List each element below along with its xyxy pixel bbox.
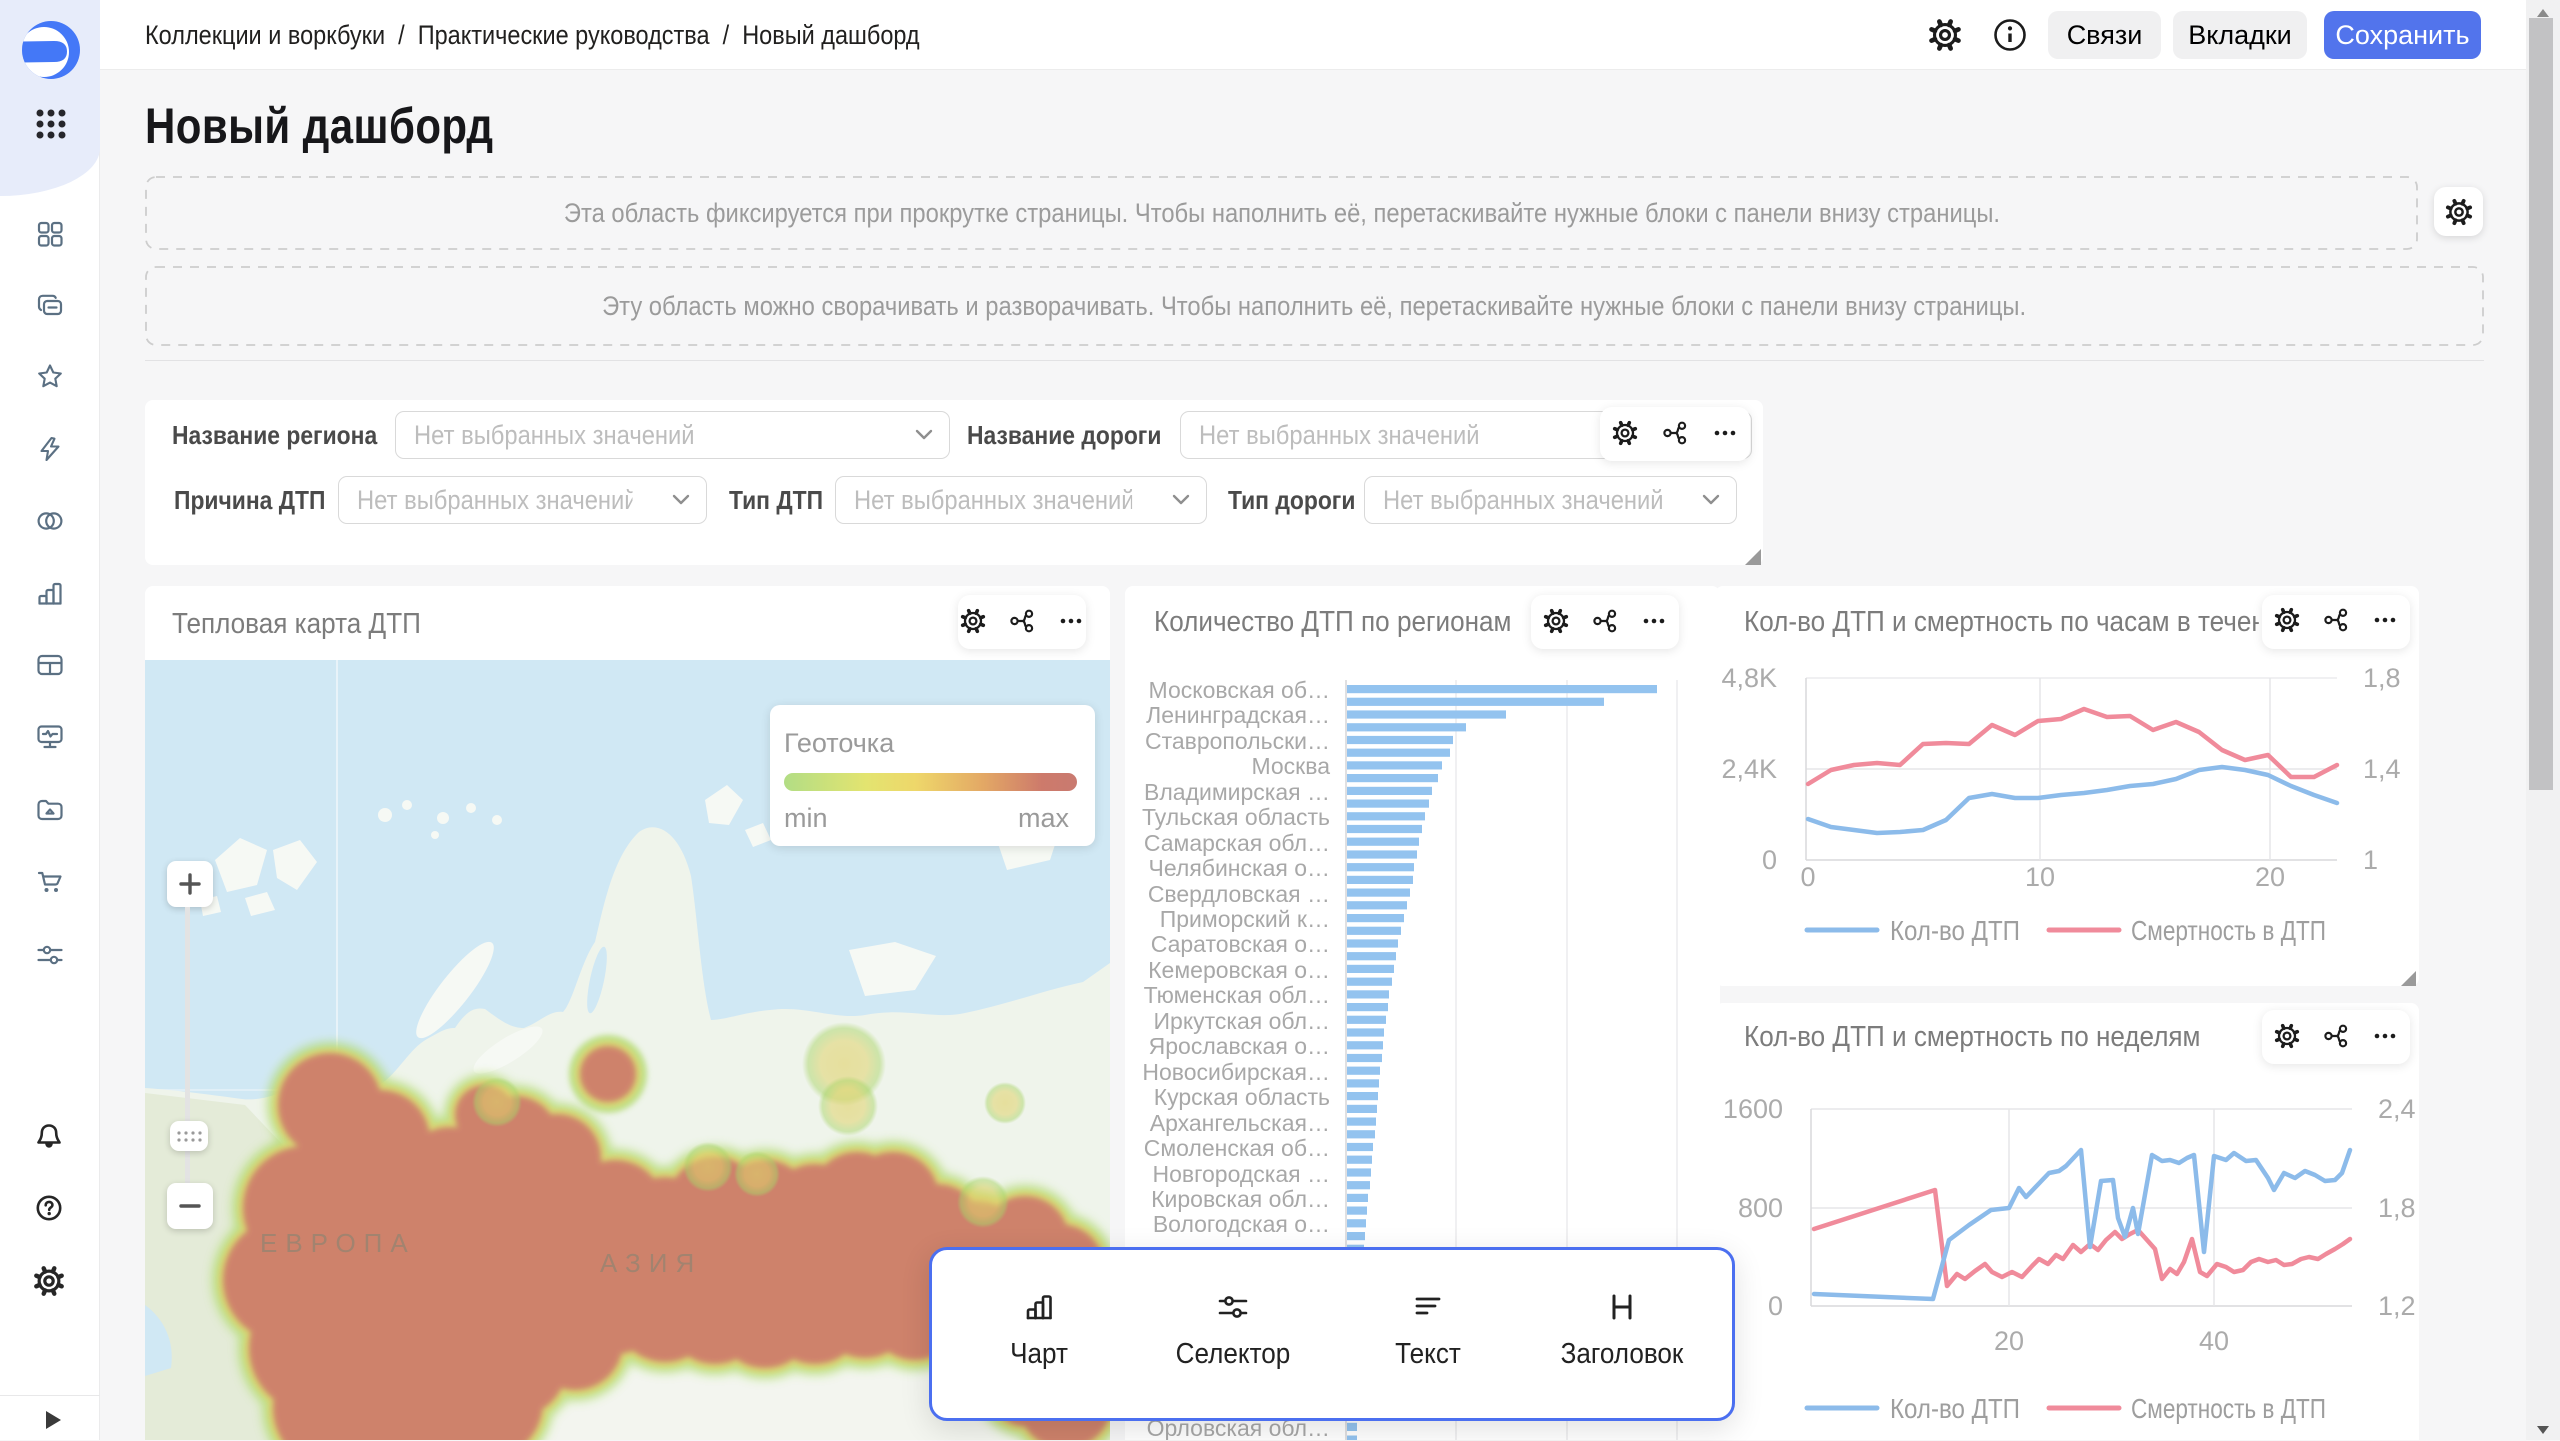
svg-text:Московская об…: Московская об… <box>1149 677 1330 703</box>
svg-text:Кол-во ДТП: Кол-во ДТП <box>1890 1393 2020 1424</box>
svg-text:Самарская обл…: Самарская обл… <box>1144 830 1330 856</box>
svg-text:Ленинградская…: Ленинградская… <box>1146 702 1330 728</box>
svg-text:4,8K: 4,8K <box>1721 663 1777 693</box>
svg-text:Ярославская о…: Ярославская о… <box>1149 1033 1330 1059</box>
svg-text:Тульская область: Тульская область <box>1142 804 1330 830</box>
svg-text:1: 1 <box>2363 845 2378 875</box>
svg-text:0: 0 <box>1768 1291 1783 1321</box>
svg-text:Иркутская обл…: Иркутская обл… <box>1154 1008 1330 1034</box>
svg-text:Кемеровская о…: Кемеровская о… <box>1148 957 1330 983</box>
svg-text:1600: 1600 <box>1723 1094 1783 1124</box>
svg-text:Свердловская …: Свердловская … <box>1148 881 1330 907</box>
svg-text:Вологодская о…: Вологодская о… <box>1153 1211 1330 1237</box>
svg-text:Новгородская …: Новгородская … <box>1153 1161 1331 1187</box>
svg-text:ЕВРОПА: ЕВРОПА <box>260 1228 416 1258</box>
svg-text:0: 0 <box>1800 862 1815 892</box>
svg-text:Владимирская …: Владимирская … <box>1144 779 1330 805</box>
svg-text:20: 20 <box>2255 862 2285 892</box>
svg-text:1,4: 1,4 <box>2363 754 2401 784</box>
svg-text:Новосибирская…: Новосибирская… <box>1142 1059 1330 1085</box>
svg-text:Тюменская обл…: Тюменская обл… <box>1144 982 1330 1008</box>
svg-text:Ставропольски…: Ставропольски… <box>1145 728 1330 754</box>
svg-text:800: 800 <box>1738 1193 1783 1223</box>
svg-text:Смертность в ДТП: Смертность в ДТП <box>2131 915 2326 946</box>
svg-text:20: 20 <box>1994 1326 2024 1356</box>
svg-text:2,4K: 2,4K <box>1721 754 1777 784</box>
svg-text:40: 40 <box>2199 1326 2229 1356</box>
svg-text:Смоленская об…: Смоленская об… <box>1144 1135 1330 1161</box>
svg-text:Архангельская…: Архангельская… <box>1150 1110 1330 1136</box>
svg-text:1,8: 1,8 <box>2378 1193 2416 1223</box>
svg-text:Курская область: Курская область <box>1154 1084 1330 1110</box>
svg-text:Кол-во ДТП: Кол-во ДТП <box>1890 915 2020 946</box>
svg-text:1,2: 1,2 <box>2378 1291 2416 1321</box>
svg-text:0: 0 <box>1762 845 1777 875</box>
svg-text:10: 10 <box>2025 862 2055 892</box>
svg-text:Саратовская о…: Саратовская о… <box>1151 931 1330 957</box>
svg-text:Смертность в ДТП: Смертность в ДТП <box>2131 1393 2326 1424</box>
svg-text:Кировская обл…: Кировская обл… <box>1151 1186 1330 1212</box>
svg-text:Приморский к…: Приморский к… <box>1160 906 1330 932</box>
svg-text:2,4: 2,4 <box>2378 1094 2416 1124</box>
svg-text:Челябинская о…: Челябинская о… <box>1149 855 1330 881</box>
svg-text:1,8: 1,8 <box>2363 663 2401 693</box>
svg-text:Москва: Москва <box>1251 753 1330 779</box>
svg-text:АЗИЯ: АЗИЯ <box>600 1248 702 1278</box>
